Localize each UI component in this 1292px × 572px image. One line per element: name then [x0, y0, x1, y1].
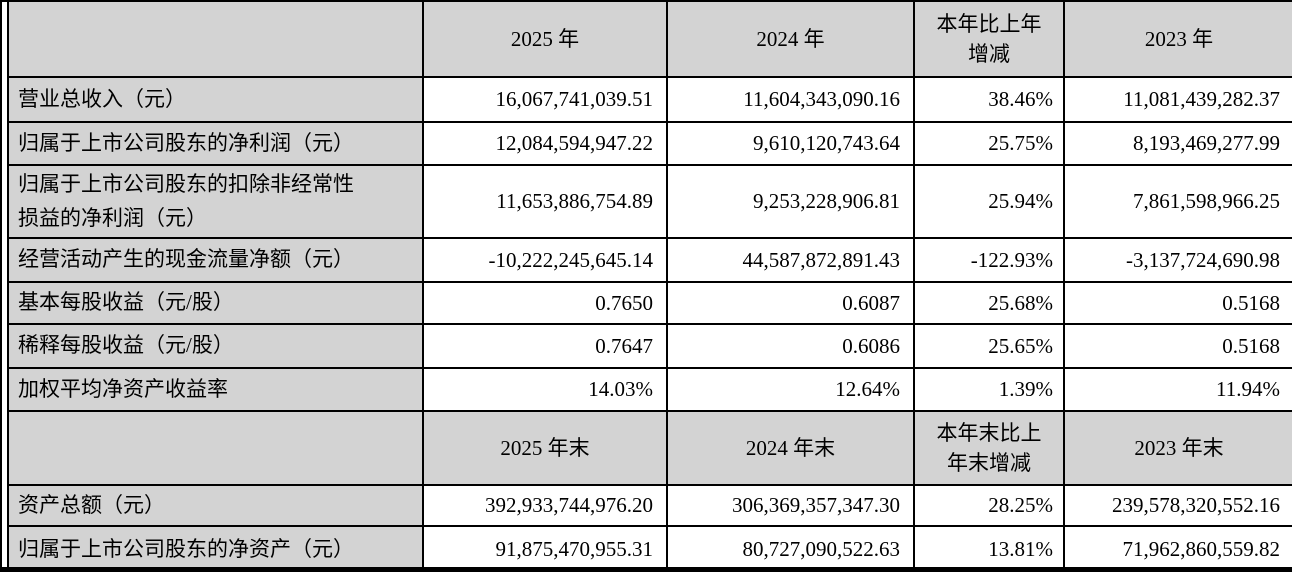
value-2023: 0.5168 — [1063, 281, 1292, 326]
value-2024: 12.64% — [666, 367, 915, 413]
table-row-basic-eps: 基本每股收益（元/股） 0.7650 0.6087 25.68% 0.5168 — [7, 281, 1292, 326]
value-2023: 11.94% — [1063, 367, 1292, 413]
value-2024: 306,369,357,347.30 — [666, 484, 915, 528]
value-2025: 16,067,741,039.51 — [422, 76, 668, 123]
value-yoy-change: 1.39% — [913, 367, 1065, 413]
value-2025: -10,222,245,645.14 — [422, 237, 668, 284]
header-end-2025: 2025 年末 — [422, 410, 668, 487]
header-yoy-change: 本年比上年 增减 — [913, 0, 1065, 78]
row-label: 营业总收入（元） — [7, 76, 424, 123]
table-row-net-assets: 归属于上市公司股东的净资产（元） 91,875,470,955.31 80,72… — [7, 525, 1292, 572]
value-2024: 9,610,120,743.64 — [666, 121, 915, 166]
value-2024: 11,604,343,090.16 — [666, 76, 915, 123]
value-yoy-change: 13.81% — [913, 525, 1065, 572]
value-2024: 9,253,228,906.81 — [666, 163, 915, 240]
row-label: 归属于上市公司股东的扣除非经常性 损益的净利润（元） — [7, 163, 424, 240]
value-yoy-change: 25.68% — [913, 281, 1065, 326]
header-empty-cell — [7, 410, 424, 487]
value-2025: 14.03% — [422, 367, 668, 413]
header-year-end-change: 本年末比上 年末增减 — [913, 410, 1065, 487]
table-left-outer-border — [0, 0, 2, 572]
value-2023: -3,137,724,690.98 — [1063, 237, 1292, 284]
table-row-net-profit-excl-nonrecurring: 归属于上市公司股东的扣除非经常性 损益的净利润（元） 11,653,886,75… — [7, 163, 1292, 240]
row-label: 经营活动产生的现金流量净额（元） — [7, 237, 424, 284]
table-row-weighted-avg-roe: 加权平均净资产收益率 14.03% 12.64% 1.39% 11.94% — [7, 367, 1292, 413]
value-2023: 71,962,860,559.82 — [1063, 525, 1292, 572]
row-label: 归属于上市公司股东的净利润（元） — [7, 121, 424, 166]
header-end-2024: 2024 年末 — [666, 410, 915, 487]
header-year-2024: 2024 年 — [666, 0, 915, 78]
header-row-annual: 2025 年 2024 年 本年比上年 增减 2023 年 — [7, 0, 1292, 78]
value-2023: 7,861,598,966.25 — [1063, 163, 1292, 240]
value-2023: 11,081,439,282.37 — [1063, 76, 1292, 123]
value-yoy-change: 38.46% — [913, 76, 1065, 123]
value-yoy-change: 25.94% — [913, 163, 1065, 240]
row-label: 资产总额（元） — [7, 484, 424, 528]
value-yoy-change: 25.65% — [913, 323, 1065, 370]
value-2025: 91,875,470,955.31 — [422, 525, 668, 572]
row-label: 归属于上市公司股东的净资产（元） — [7, 525, 424, 572]
row-label: 基本每股收益（元/股） — [7, 281, 424, 326]
row-label: 加权平均净资产收益率 — [7, 367, 424, 413]
value-2025: 0.7647 — [422, 323, 668, 370]
header-empty-cell — [7, 0, 424, 78]
value-2023: 8,193,469,277.99 — [1063, 121, 1292, 166]
table-row-total-revenue: 营业总收入（元） 16,067,741,039.51 11,604,343,09… — [7, 76, 1292, 123]
value-2024: 80,727,090,522.63 — [666, 525, 915, 572]
value-2024: 0.6087 — [666, 281, 915, 326]
table-bottom-border — [0, 567, 1292, 572]
value-2023: 0.5168 — [1063, 323, 1292, 370]
value-2025: 12,084,594,947.22 — [422, 121, 668, 166]
table-top-border — [0, 0, 1292, 2]
key-financials-table: 2025 年 2024 年 本年比上年 增减 2023 年 营业总收入（元） 1… — [7, 0, 1292, 572]
row-label: 稀释每股收益（元/股） — [7, 323, 424, 370]
value-yoy-change: -122.93% — [913, 237, 1065, 284]
value-yoy-change: 25.75% — [913, 121, 1065, 166]
value-2024: 44,587,872,891.43 — [666, 237, 915, 284]
value-2025: 11,653,886,754.89 — [422, 163, 668, 240]
header-row-year-end: 2025 年末 2024 年末 本年末比上 年末增减 2023 年末 — [7, 410, 1292, 487]
value-2025: 392,933,744,976.20 — [422, 484, 668, 528]
value-2025: 0.7650 — [422, 281, 668, 326]
header-end-2023: 2023 年末 — [1063, 410, 1292, 487]
table-row-operating-cash-flow: 经营活动产生的现金流量净额（元） -10,222,245,645.14 44,5… — [7, 237, 1292, 284]
value-yoy-change: 28.25% — [913, 484, 1065, 528]
table-row-net-profit: 归属于上市公司股东的净利润（元） 12,084,594,947.22 9,610… — [7, 121, 1292, 166]
header-year-2025: 2025 年 — [422, 0, 668, 78]
value-2023: 239,578,320,552.16 — [1063, 484, 1292, 528]
value-2024: 0.6086 — [666, 323, 915, 370]
table-row-total-assets: 资产总额（元） 392,933,744,976.20 306,369,357,3… — [7, 484, 1292, 528]
table-row-diluted-eps: 稀释每股收益（元/股） 0.7647 0.6086 25.65% 0.5168 — [7, 323, 1292, 370]
header-year-2023: 2023 年 — [1063, 0, 1292, 78]
